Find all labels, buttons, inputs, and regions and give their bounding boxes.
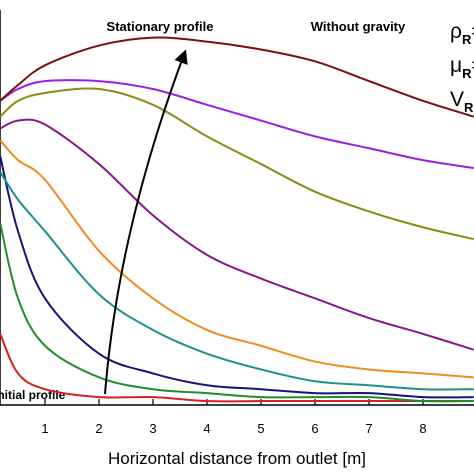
- series-line: [0, 155, 474, 399]
- trend-arrow: [104, 49, 188, 395]
- parameter-symbol: ρ: [450, 20, 462, 43]
- x-tick-label: 4: [203, 421, 210, 436]
- parameter-suffix: =: [472, 54, 474, 77]
- x-tick-label: 2: [95, 421, 102, 436]
- parameter-subscript: R: [462, 66, 472, 81]
- series-line: [0, 79, 474, 169]
- series-line: [0, 223, 474, 403]
- x-tick-label: 8: [419, 421, 426, 436]
- x-tick-label: 6: [311, 421, 318, 436]
- series-line: [0, 87, 474, 241]
- annotation: Without gravity: [311, 19, 406, 34]
- x-tick-label: 3: [149, 421, 156, 436]
- parameter-symbol: μ: [450, 54, 462, 77]
- parameter-label: μR=: [450, 54, 474, 81]
- parameter-symbol: V: [450, 88, 464, 111]
- series-line: [0, 139, 474, 379]
- series-line: [0, 36, 474, 118]
- series-line: [0, 118, 474, 351]
- parameter-subscript: R: [462, 32, 472, 47]
- x-tick-label: 5: [257, 421, 264, 436]
- x-tick-label: 1: [41, 421, 48, 436]
- x-tick-label: 7: [365, 421, 372, 436]
- series-line: [0, 333, 474, 403]
- parameter-label: ρR=: [450, 20, 474, 47]
- annotation: Stationary profile: [107, 19, 214, 34]
- parameter-subscript: R: [464, 100, 474, 115]
- series-line: [0, 171, 474, 391]
- annotation: Initial profile: [0, 388, 66, 402]
- x-axis-label: Horizontal distance from outlet [m]: [108, 449, 366, 468]
- parameter-suffix: =: [471, 20, 474, 43]
